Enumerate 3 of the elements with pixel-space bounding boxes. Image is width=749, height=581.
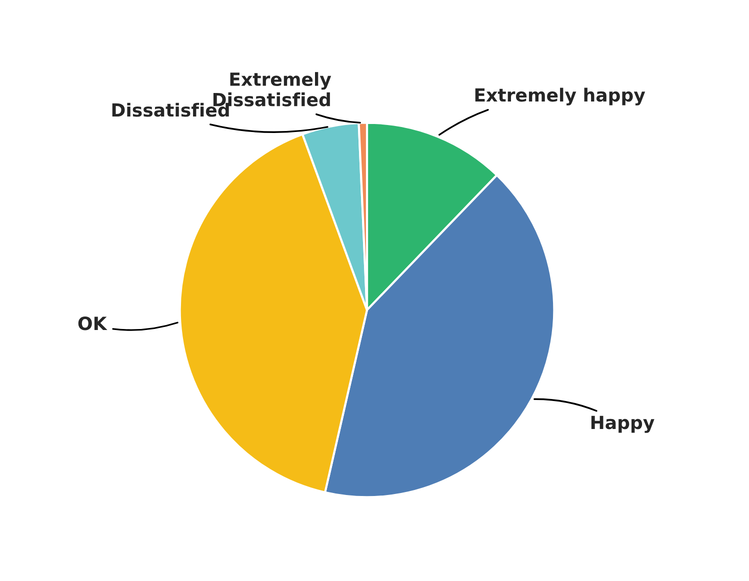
slice-label: Happy <box>591 416 654 433</box>
slice-label: Extremely happy <box>475 88 646 106</box>
slice-label: OK <box>78 316 108 330</box>
